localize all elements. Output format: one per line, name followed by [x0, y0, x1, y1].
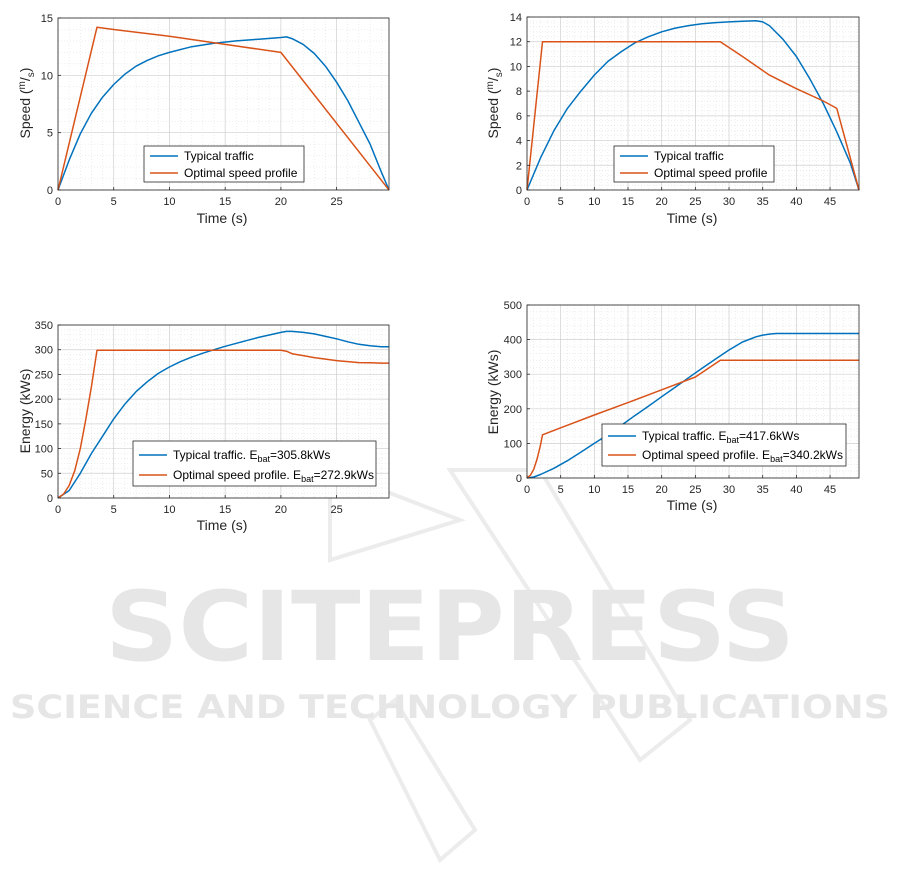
x-tick-label: 0 — [524, 196, 530, 208]
series-line-typical — [526, 19, 860, 191]
y-tick-label: 100 — [35, 444, 53, 456]
y-tick-label: 10 — [510, 61, 522, 73]
y-tick-label: 2 — [516, 160, 522, 172]
x-tick-label: 20 — [275, 196, 287, 208]
watermark: SCITEPRESS SCIENCE AND TECHNOLOGY PUBLIC… — [10, 467, 890, 864]
legend: Typical traffic. Ebat=305.8kWs Optimal s… — [132, 440, 377, 487]
x-tick-label: 10 — [163, 196, 175, 208]
x-tick-label: 25 — [689, 484, 701, 496]
axes-frame — [57, 324, 390, 499]
y-tick-label: 14 — [510, 12, 522, 24]
legend-label-optimal: Optimal speed profile. Ebat=340.2kWs — [642, 448, 843, 464]
y-tick-label: 0 — [47, 185, 53, 197]
series-line-optimal — [57, 349, 389, 499]
legend-label-optimal: Optimal speed profile — [654, 166, 768, 180]
y-tick-label: 0 — [47, 493, 53, 505]
x-axis-label: Time (s) — [667, 210, 718, 226]
y-tick-label: 50 — [41, 468, 53, 480]
y-tick-label: 5 — [47, 128, 53, 140]
series-line-typical — [526, 332, 859, 479]
x-tick-label: 5 — [111, 196, 117, 208]
x-tick-label: 15 — [622, 484, 634, 496]
watermark-main: SCITEPRESS — [105, 571, 795, 683]
y-tick-label: 250 — [35, 369, 53, 381]
axes-frame — [526, 304, 860, 479]
x-tick-label: 30 — [723, 196, 735, 208]
x-tick-label: 25 — [689, 196, 701, 208]
x-tick-label: 20 — [656, 484, 668, 496]
watermark-emblem — [328, 467, 693, 864]
x-tick-label: 45 — [824, 484, 836, 496]
x-tick-label: 25 — [330, 504, 342, 516]
x-tick-label: 30 — [723, 484, 735, 496]
y-tick-label: 300 — [504, 369, 522, 381]
series-line-optimal — [526, 359, 859, 479]
series-line-optimal — [526, 40, 860, 191]
legend: Typical traffic Optimal speed profile — [613, 145, 775, 183]
x-tick-label: 0 — [55, 504, 61, 516]
x-tick-label: 10 — [588, 484, 600, 496]
y-tick-label: 12 — [510, 37, 522, 49]
x-tick-label: 35 — [757, 484, 769, 496]
watermark-sub: SCIENCE AND TECHNOLOGY PUBLICATIONS — [10, 688, 890, 726]
x-tick-label: 15 — [219, 196, 231, 208]
legend-label-optimal: Optimal speed profile. Ebat=272.9kWs — [173, 468, 374, 484]
x-tick-label: 5 — [558, 196, 564, 208]
y-tick-label: 300 — [35, 345, 53, 357]
x-tick-label: 20 — [275, 504, 287, 516]
x-tick-label: 0 — [55, 196, 61, 208]
y-tick-label: 200 — [504, 404, 522, 416]
legend-label-typical: Typical traffic. Ebat=417.6kWs — [642, 429, 799, 445]
y-tick-label: 6 — [516, 111, 522, 123]
chart-energy-50: 0 5 10 15 20 25 30 35 40 45 0 100 200 300 400 500 Time … — [485, 300, 860, 513]
legend-label-typical: Typical traffic — [654, 149, 724, 163]
x-tick-label: 20 — [656, 196, 668, 208]
y-tick-label: 200 — [35, 394, 53, 406]
x-tick-label: 15 — [622, 196, 634, 208]
chart-speed-30: 0 5 10 15 20 25 0 5 10 15 Time (s) Speed (m/s) Ty… — [17, 13, 390, 226]
x-tick-label: 40 — [790, 484, 802, 496]
x-axis-label: Time (s) — [197, 210, 248, 226]
y-tick-label: 10 — [41, 70, 53, 82]
axes-frame — [57, 17, 390, 191]
y-tick-label: 8 — [516, 86, 522, 98]
x-axis-label: Time (s) — [667, 497, 718, 513]
x-tick-label: 35 — [757, 196, 769, 208]
legend-label-optimal: Optimal speed profile — [184, 166, 298, 180]
x-tick-label: 10 — [163, 504, 175, 516]
x-tick-label: 5 — [558, 484, 564, 496]
y-tick-label: 400 — [504, 335, 522, 347]
legend: Typical traffic. Ebat=417.6kWs Optimal s… — [601, 423, 847, 467]
y-axis-label: Energy (kWs) — [17, 369, 33, 454]
x-tick-label: 5 — [111, 504, 117, 516]
x-tick-label: 15 — [219, 504, 231, 516]
y-tick-label: 0 — [516, 473, 522, 485]
x-tick-label: 40 — [790, 196, 802, 208]
x-tick-label: 25 — [330, 196, 342, 208]
y-axis-label: Energy (kWs) — [485, 350, 501, 435]
y-tick-label: 4 — [516, 136, 522, 148]
y-axis-label: Speed (m/s) — [485, 68, 505, 139]
series-line-optimal — [57, 26, 390, 191]
x-axis-label: Time (s) — [197, 517, 248, 533]
series-line-typical — [57, 330, 390, 499]
chart-speed-50: 0 5 10 15 20 25 30 35 40 45 0 2 4 6 8 10 12 14 Time (s) S… — [485, 12, 860, 226]
y-tick-label: 15 — [41, 13, 53, 25]
y-axis-label: Speed (m/s) — [17, 68, 37, 139]
x-tick-label: 0 — [524, 484, 530, 496]
legend: Typical traffic Optimal speed profile — [143, 145, 305, 183]
axes-frame — [526, 16, 860, 191]
x-tick-label: 10 — [588, 196, 600, 208]
legend-label-typical: Typical traffic. Ebat=305.8kWs — [173, 448, 330, 464]
x-tick-label: 45 — [824, 196, 836, 208]
y-tick-label: 0 — [516, 185, 522, 197]
y-tick-label: 150 — [35, 419, 53, 431]
y-tick-label: 100 — [504, 438, 522, 450]
y-tick-label: 350 — [35, 320, 53, 332]
series-line-typical — [57, 36, 390, 191]
legend-label-typical: Typical traffic — [184, 149, 254, 163]
y-tick-label: 500 — [504, 300, 522, 312]
